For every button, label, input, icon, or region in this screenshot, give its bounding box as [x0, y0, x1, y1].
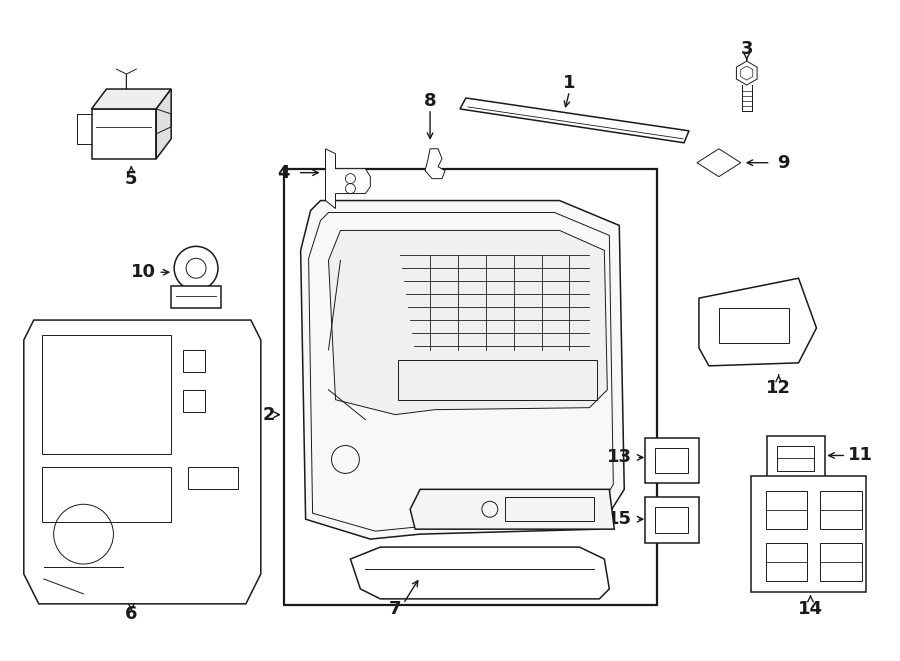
- Polygon shape: [157, 89, 171, 159]
- Text: 5: 5: [125, 170, 138, 188]
- Polygon shape: [350, 547, 609, 599]
- Text: 4: 4: [277, 164, 290, 182]
- Text: 8: 8: [424, 92, 436, 110]
- Polygon shape: [460, 98, 689, 143]
- Text: 7: 7: [389, 600, 401, 618]
- Polygon shape: [410, 489, 615, 529]
- FancyBboxPatch shape: [751, 477, 866, 592]
- Polygon shape: [23, 320, 261, 604]
- Bar: [284, 169, 657, 605]
- Polygon shape: [736, 61, 757, 85]
- Text: 10: 10: [130, 263, 156, 281]
- FancyBboxPatch shape: [645, 497, 699, 543]
- Polygon shape: [699, 278, 816, 366]
- Text: 3: 3: [741, 40, 753, 58]
- Text: 9: 9: [778, 154, 790, 172]
- Polygon shape: [92, 109, 157, 159]
- Text: 12: 12: [766, 379, 791, 397]
- Text: 6: 6: [125, 605, 138, 623]
- Polygon shape: [697, 149, 741, 176]
- Text: 1: 1: [563, 74, 576, 92]
- Polygon shape: [328, 231, 608, 414]
- FancyBboxPatch shape: [645, 438, 699, 483]
- Text: 11: 11: [848, 446, 873, 465]
- Polygon shape: [425, 149, 445, 178]
- Text: 13: 13: [607, 448, 632, 467]
- Polygon shape: [301, 200, 625, 539]
- Polygon shape: [92, 89, 171, 109]
- FancyBboxPatch shape: [171, 286, 221, 308]
- Text: 15: 15: [607, 510, 632, 528]
- Polygon shape: [326, 149, 370, 208]
- Text: 14: 14: [798, 600, 823, 618]
- Text: 2: 2: [263, 406, 275, 424]
- FancyBboxPatch shape: [767, 436, 825, 481]
